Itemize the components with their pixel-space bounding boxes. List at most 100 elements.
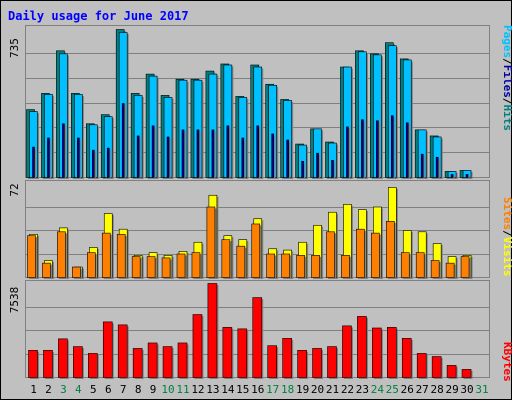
bar-pages-day-1-shadow [34, 148, 36, 179]
x-label-day-29: 29 [445, 383, 458, 396]
bar-sites-day-22 [341, 255, 350, 278]
bar-pages-day-12-shadow [198, 131, 201, 179]
x-label-day-20: 20 [311, 383, 324, 396]
x-label-day-5: 5 [90, 383, 97, 396]
bar-sites-day-27 [415, 252, 425, 278]
bar-pages-day-4 [77, 137, 80, 178]
bar-kbytes-day-7 [117, 324, 128, 378]
bar-pages-day-14-shadow [228, 127, 231, 179]
bars [26, 29, 473, 379]
bar-sites-day-7 [116, 234, 126, 278]
bar-kbytes-day-12 [192, 314, 203, 378]
bar-pages-day-4-shadow [78, 139, 81, 179]
bar-pages-day-17 [271, 133, 275, 178]
bar-pages-day-18-shadow [288, 141, 291, 179]
bar-pages-day-25 [390, 115, 394, 178]
bar-pages-day-28 [435, 156, 439, 178]
scale-label-visits: 72 [8, 183, 21, 196]
bar-kbytes-day-27 [416, 353, 427, 378]
bar-kbytes-day-22 [342, 325, 352, 378]
bar-sites-day-24 [371, 232, 380, 278]
bar-kbytes-day-20 [312, 348, 322, 378]
bar-pages-day-7-shadow [123, 105, 126, 179]
x-label-day-17: 17 [266, 383, 279, 396]
bar-pages-day-9-shadow [153, 127, 156, 179]
bar-pages-day-27-shadow [422, 155, 425, 179]
bar-pages-day-15-shadow [243, 139, 246, 179]
scale-label-kbytes: 7538 [8, 287, 21, 314]
bar-sites-day-17 [266, 253, 276, 278]
bar-pages-day-12 [196, 129, 200, 178]
x-label-day-12: 12 [191, 383, 204, 396]
bar-pages-day-7 [121, 103, 125, 178]
bar-pages-day-19-shadow [303, 162, 306, 179]
bar-kbytes-day-4 [73, 346, 83, 378]
bar-pages-day-26-shadow [407, 124, 410, 179]
bar-pages-day-2 [47, 137, 50, 178]
bar-pages-day-21-shadow [333, 161, 335, 179]
bar-kbytes-day-24 [372, 327, 382, 378]
legend-kbytes: KBytes [501, 342, 512, 382]
bar-pages-day-23-shadow [362, 121, 365, 179]
x-label-day-13: 13 [206, 383, 219, 396]
bar-sites-day-30 [460, 256, 470, 278]
x-label-day-25: 25 [386, 383, 399, 396]
bar-sites-day-4 [72, 266, 81, 278]
x-label-day-11: 11 [176, 383, 189, 396]
bar-pages-day-9 [151, 125, 155, 178]
legend-hits-files-pages: Pages/Files/Hits [501, 25, 512, 131]
bar-sites-day-26 [400, 252, 410, 278]
bar-pages-day-2-shadow [48, 139, 51, 179]
x-label-day-4: 4 [75, 383, 82, 396]
bar-sites-day-8 [131, 256, 141, 278]
bar-sites-day-12 [191, 252, 201, 278]
bar-pages-day-20-shadow [318, 154, 321, 179]
legend-pages: Pages [501, 25, 512, 58]
bar-pages-day-29-shadow [452, 175, 455, 179]
legend-kbytes-group: KBytes [501, 342, 512, 382]
bar-pages-day-18 [286, 139, 289, 178]
bar-pages-day-19 [301, 160, 304, 178]
bar-pages-day-29 [450, 174, 454, 178]
legend-hits: Hits [501, 105, 512, 132]
bar-pages-day-21 [331, 159, 334, 178]
bar-pages-day-11-shadow [183, 131, 186, 179]
bar-sites-day-6 [101, 232, 111, 278]
bar-kbytes-day-13 [207, 283, 218, 378]
bar-pages-day-30-shadow [467, 175, 470, 179]
bar-sites-day-16 [251, 223, 261, 278]
bar-pages-day-20 [316, 152, 319, 178]
bar-pages-day-3-shadow [63, 125, 66, 179]
bar-kbytes-day-28 [431, 356, 442, 378]
bar-pages-day-6-shadow [108, 149, 111, 179]
bar-pages-day-24 [376, 120, 379, 178]
bar-pages-day-8-shadow [138, 137, 141, 179]
x-label-day-26: 26 [401, 383, 414, 396]
bar-sites-day-19 [296, 255, 305, 278]
x-label-day-15: 15 [236, 383, 249, 396]
bar-pages-day-25-shadow [392, 117, 395, 179]
x-label-day-9: 9 [150, 383, 157, 396]
bar-sites-day-29 [445, 262, 455, 278]
bar-pages-day-22-shadow [347, 128, 350, 179]
bar-sites-day-21 [326, 231, 335, 278]
bar-sites-day-25 [385, 221, 395, 278]
bar-sites-day-14 [221, 239, 231, 278]
x-label-day-19: 19 [296, 383, 309, 396]
legend-separator: / [501, 58, 512, 65]
bar-kbytes-day-29 [446, 365, 457, 378]
x-label-day-30: 30 [460, 383, 473, 396]
bar-pages-day-22 [346, 126, 349, 178]
bar-sites-day-20 [311, 255, 320, 278]
bar-pages-day-30 [465, 174, 469, 178]
bar-pages-day-8 [136, 135, 140, 178]
bar-pages-day-3 [62, 123, 65, 178]
x-label-day-7: 7 [120, 383, 127, 396]
bar-kbytes-day-17 [267, 345, 278, 378]
x-label-day-14: 14 [221, 383, 235, 396]
legend-visits: Visits [501, 237, 512, 277]
bar-pages-day-26 [405, 122, 409, 178]
bar-sites-day-5 [87, 252, 96, 278]
bar-pages-day-27 [420, 153, 424, 178]
